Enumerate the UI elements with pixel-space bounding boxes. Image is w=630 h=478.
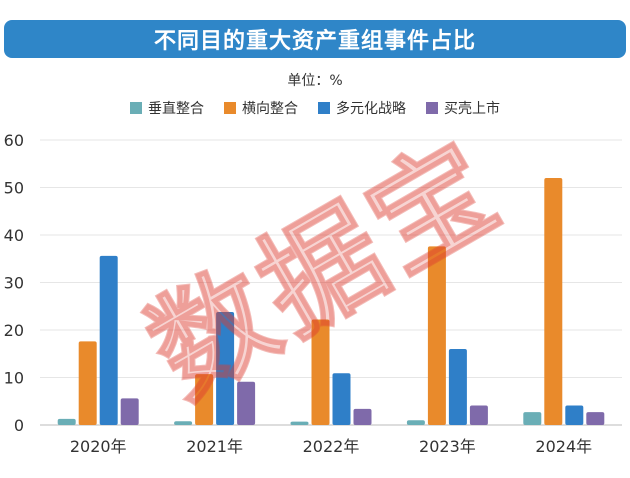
x-tick-label: 2020年 <box>70 437 127 456</box>
bar-多元化战略-2024年 <box>565 405 584 425</box>
y-tick-label: 50 <box>4 179 24 198</box>
legend-label-vertical: 垂直整合 <box>148 101 204 117</box>
y-tick-label: 60 <box>4 131 24 150</box>
legend: 垂直整合 横向整合 多元化战略 买壳上市 <box>0 98 630 118</box>
bar-多元化战略-2023年 <box>448 349 467 425</box>
x-tick-label: 2024年 <box>535 437 592 456</box>
bar-垂直整合-2020年 <box>57 418 76 425</box>
y-tick-label: 20 <box>4 321 24 340</box>
legend-item-horizontal: 横向整合 <box>224 98 298 118</box>
legend-label-horizontal: 横向整合 <box>242 101 298 117</box>
bar-横向整合-2021年 <box>195 374 214 425</box>
bar-买壳上市-2024年 <box>586 412 605 425</box>
bar-买壳上市-2020年 <box>120 398 139 425</box>
bar-垂直整合-2022年 <box>290 421 309 425</box>
legend-swatch-vertical <box>130 102 142 114</box>
chart-title: 不同目的重大资产重组事件占比 <box>153 29 476 54</box>
y-tick-label: 30 <box>4 274 24 293</box>
x-tick-label: 2023年 <box>419 437 476 456</box>
bar-垂直整合-2023年 <box>406 420 425 425</box>
legend-swatch-backdoor-listing <box>426 102 438 114</box>
bar-多元化战略-2021年 <box>216 311 235 425</box>
bar-多元化战略-2022年 <box>332 373 351 425</box>
unit-label: 单位：% <box>287 73 343 89</box>
bar-买壳上市-2022年 <box>353 408 372 425</box>
bar-横向整合-2024年 <box>544 178 563 425</box>
x-tick-label: 2022年 <box>303 437 360 456</box>
legend-swatch-diversification <box>318 102 330 114</box>
legend-swatch-horizontal <box>224 102 236 114</box>
y-tick-label: 10 <box>4 369 24 388</box>
bar-横向整合-2022年 <box>311 319 330 425</box>
legend-item-vertical: 垂直整合 <box>130 98 204 118</box>
bar-买壳上市-2023年 <box>469 405 488 425</box>
bar-垂直整合-2024年 <box>523 412 542 425</box>
legend-label-backdoor-listing: 买壳上市 <box>444 101 500 117</box>
legend-item-backdoor-listing: 买壳上市 <box>426 98 500 118</box>
y-tick-label: 40 <box>4 226 24 245</box>
bar-横向整合-2020年 <box>78 341 97 425</box>
bar-垂直整合-2021年 <box>174 421 193 425</box>
bar-多元化战略-2020年 <box>99 255 118 425</box>
chart-title-bar: 不同目的重大资产重组事件占比 <box>4 20 626 58</box>
x-tick-label: 2021年 <box>186 437 243 456</box>
bar-横向整合-2023年 <box>427 246 446 425</box>
legend-item-diversification: 多元化战略 <box>318 98 406 118</box>
bar-买壳上市-2021年 <box>237 381 256 425</box>
bar-chart: 0 10 20 30 40 50 60 2020年 2021年 2022年 2023年 2024年 <box>4 131 622 456</box>
y-tick-label: 0 <box>14 416 24 435</box>
legend-label-diversification: 多元化战略 <box>336 101 406 117</box>
